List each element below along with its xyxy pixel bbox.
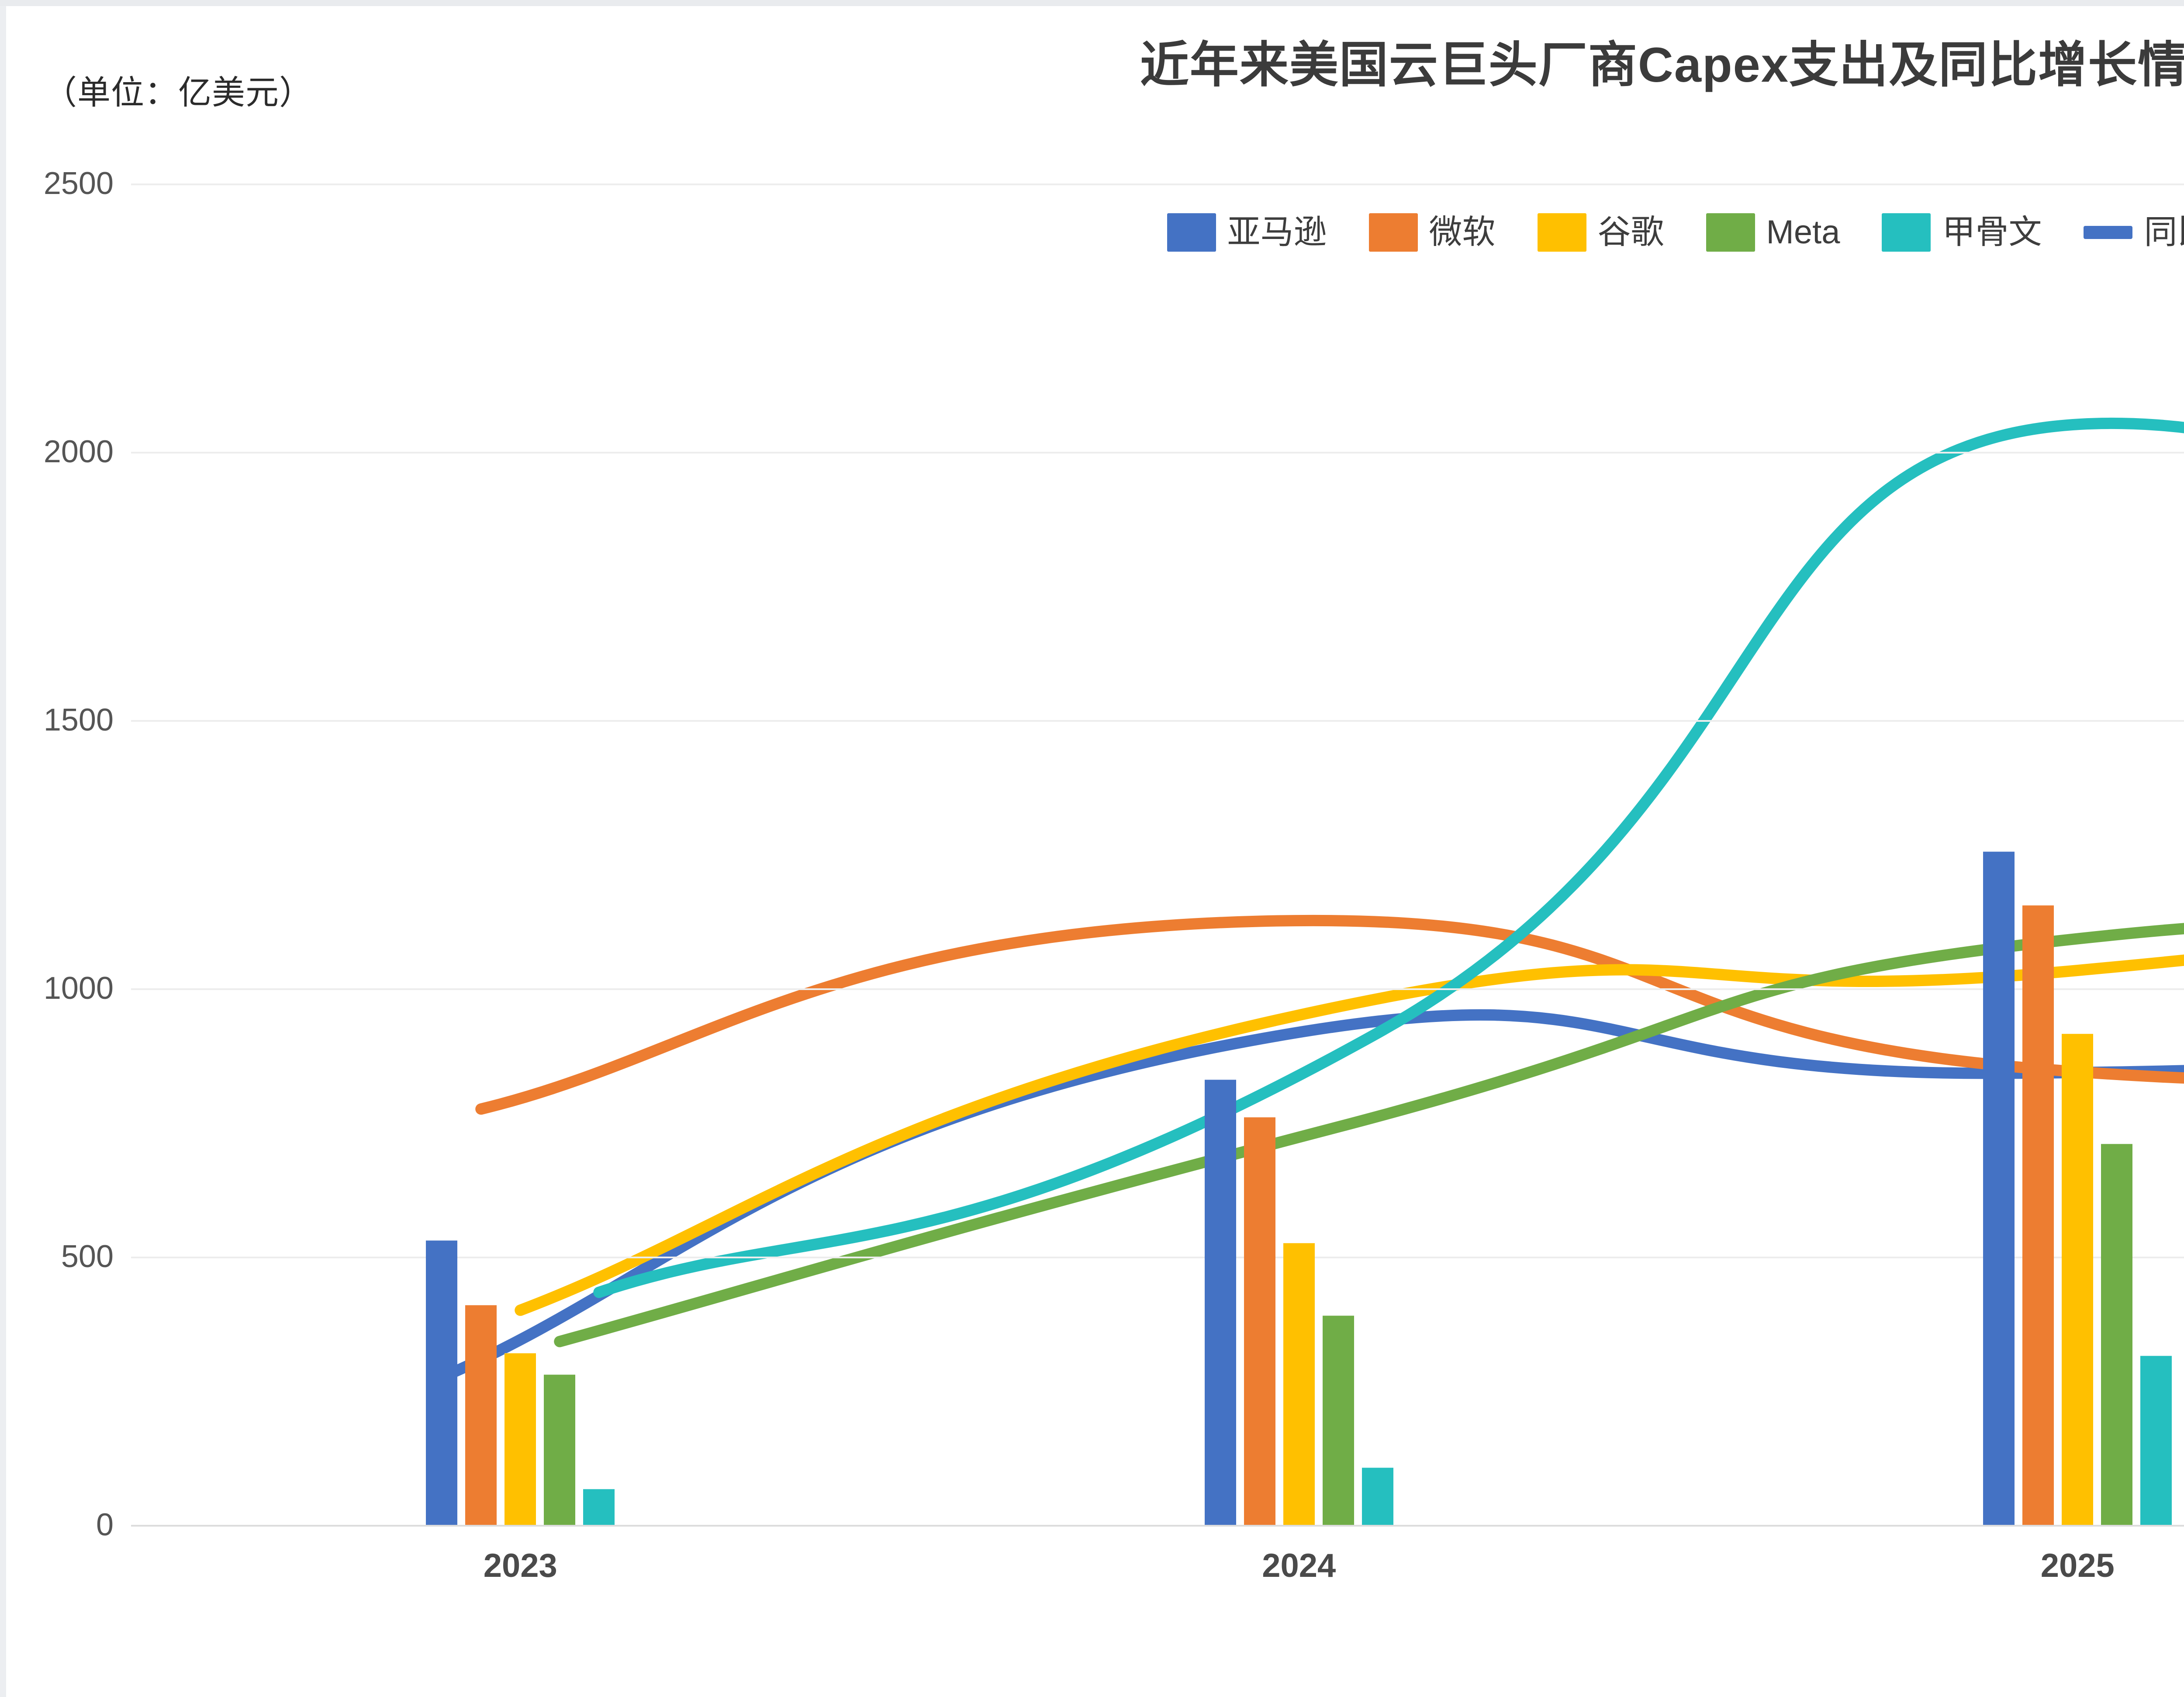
x-axis-tick-2023: 2023 <box>483 1547 557 1584</box>
bar-甲骨文-2024[interactable] <box>1362 1467 1393 1525</box>
legend-item-2[interactable]: 微软 <box>1368 213 1496 252</box>
legend-label: Meta <box>1766 214 1840 251</box>
y-axis-tick-left: 500 <box>61 1239 114 1274</box>
legend-item-1[interactable]: 亚马逊 <box>1167 213 1327 252</box>
legend-swatch-icon <box>1706 213 1755 252</box>
chart-legend: 亚马逊 微软 谷歌 Meta 甲骨文 同比 <box>0 213 2184 252</box>
bar-微软-2023[interactable] <box>465 1305 497 1525</box>
growth-line-layer <box>436 417 2184 1383</box>
legend-swatch-icon <box>1368 213 1418 252</box>
legend-label: 同比 <box>2144 214 2184 251</box>
unit-label: （单位：亿美元） <box>44 74 313 111</box>
left-border-strip <box>0 0 6 1697</box>
bar-group-2025 <box>1688 184 2184 1525</box>
legend-swatch-icon <box>1167 213 1216 252</box>
gridline <box>131 720 2184 722</box>
legend-item-5[interactable]: 甲骨文 <box>1882 213 2042 252</box>
bar-谷歌-2023[interactable] <box>505 1353 536 1525</box>
legend-label: 微软 <box>1429 214 1496 251</box>
gridline <box>131 1525 2184 1527</box>
gridline <box>131 184 2184 185</box>
growth-line-甲骨文同比[interactable] <box>593 417 2184 1298</box>
legend-item-6[interactable]: 同比 <box>2084 216 2184 249</box>
x-axis-tick-2025: 2025 <box>2040 1547 2115 1584</box>
gridline <box>131 988 2184 990</box>
legend-swatch-icon <box>2084 226 2133 239</box>
chart-title: 近年来美国云巨头厂商Capex支出及同比增长情况 <box>1140 38 2184 92</box>
legend-label: 亚马逊 <box>1227 214 1327 251</box>
growth-line-谷歌同比[interactable] <box>515 872 2184 1316</box>
y-axis-tick-left: 0 <box>96 1507 114 1542</box>
y-axis-tick-left: 1500 <box>43 703 114 738</box>
bar-Meta-2025[interactable] <box>2101 1144 2133 1525</box>
bar-谷歌-2025[interactable] <box>2062 1034 2094 1525</box>
bar-Meta-2024[interactable] <box>1322 1316 1354 1525</box>
y-axis-tick-left: 1000 <box>43 971 114 1006</box>
x-axis-tick-2024: 2024 <box>1262 1547 1336 1584</box>
bar-group-2023 <box>131 184 910 1525</box>
y-axis-tick-left: 2000 <box>43 434 114 469</box>
legend-swatch-icon <box>1537 213 1586 252</box>
bar-谷歌-2024[interactable] <box>1283 1243 1315 1525</box>
legend-label: 谷歌 <box>1597 214 1664 251</box>
bar-亚马逊-2024[interactable] <box>1204 1079 1236 1525</box>
top-border-strip <box>0 0 2184 6</box>
bar-甲骨文-2025[interactable] <box>2140 1356 2172 1525</box>
legend-label: 甲骨文 <box>1942 214 2042 251</box>
gridline <box>131 452 2184 454</box>
bar-微软-2025[interactable] <box>2022 905 2054 1525</box>
gridline <box>131 1257 2184 1258</box>
bar-Meta-2023[interactable] <box>544 1375 576 1525</box>
bar-微软-2024[interactable] <box>1244 1117 1275 1525</box>
bar-甲骨文-2023[interactable] <box>583 1489 615 1525</box>
legend-item-4[interactable]: Meta <box>1706 213 1840 252</box>
bar-亚马逊-2023[interactable] <box>426 1240 458 1525</box>
y-axis-tick-left: 2500 <box>43 166 114 201</box>
growth-line-Meta同比[interactable] <box>554 920 2184 1347</box>
bar-group-2024 <box>910 184 1689 1525</box>
plot-area: 25002000150010005000250%200%150%100%50%0… <box>44 166 2184 1584</box>
legend-swatch-icon <box>1882 213 1931 252</box>
legend-item-3[interactable]: 谷歌 <box>1537 213 1664 252</box>
bar-亚马逊-2025[interactable] <box>1983 851 2015 1525</box>
